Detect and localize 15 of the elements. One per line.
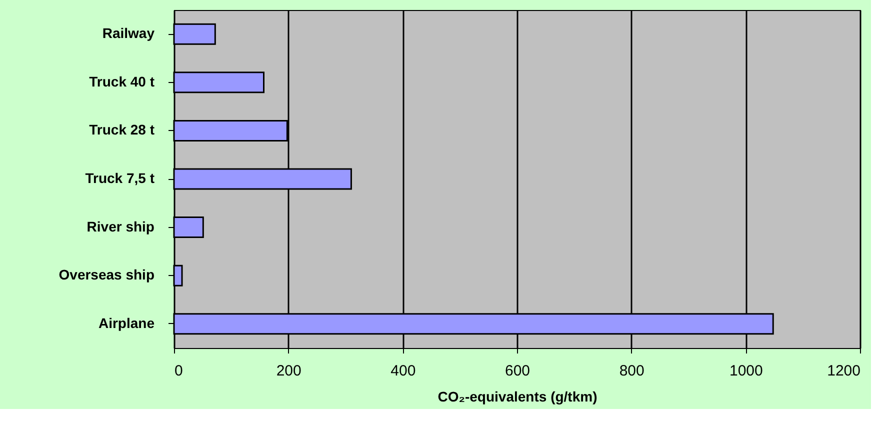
- x-tick-label: 600: [504, 362, 530, 380]
- y-tick-label: River ship: [86, 218, 154, 234]
- x-tick-label: 800: [619, 362, 644, 380]
- x-tick-label: 0: [174, 362, 183, 380]
- y-tick-label: Airplane: [98, 314, 155, 331]
- y-tick-label: Overseas ship: [58, 266, 154, 283]
- x-tick-label: 1200: [827, 362, 860, 380]
- x-tick-label: 200: [276, 362, 302, 380]
- x-axis-title: CO₂-equivalents (g/tkm): [438, 388, 598, 404]
- y-tick-label: Truck 40 t: [89, 73, 155, 90]
- y-tick-label: Railway: [102, 25, 155, 42]
- y-tick-label: Truck 7,5 t: [85, 170, 155, 186]
- y-tick-label: Truck 28 t: [89, 122, 155, 138]
- x-tick-label: 400: [390, 362, 416, 380]
- x-tick-label: 1000: [729, 362, 763, 380]
